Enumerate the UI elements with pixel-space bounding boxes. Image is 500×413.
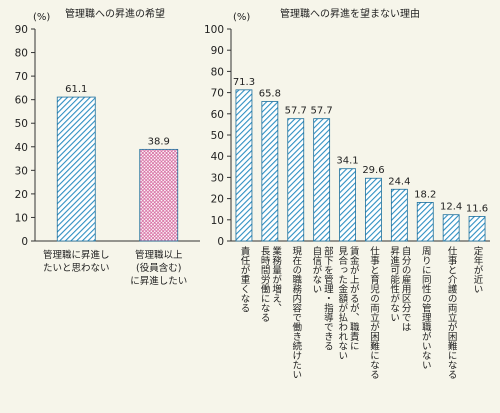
x-category-label: たいと思わない (43, 263, 110, 274)
y-tick-label: 0 (21, 236, 28, 248)
bar-value-label: 34.1 (336, 156, 358, 167)
bar (339, 168, 356, 242)
bar (468, 216, 486, 242)
y-tick-label: 90 (15, 24, 28, 36)
x-category-label: 自分の雇用区分では (400, 245, 412, 331)
y-tick-label: 50 (211, 130, 224, 142)
bar (235, 89, 253, 242)
y-tick-label: 60 (15, 95, 28, 107)
chart-1: 管理職への昇進の希望 (%) 0 10 20 30 40 50 60 70 80 90 61.1 管理職に… (15, 7, 200, 287)
x-category-label: 管理職に昇進し (43, 249, 110, 261)
y-tick-label: 80 (211, 66, 224, 78)
bar-value-label: 65.8 (259, 89, 281, 100)
x-category-label: に昇進したい (130, 275, 187, 287)
bar (390, 188, 408, 242)
x-category-label: 周りに同性の管理職がいない (420, 246, 432, 370)
y-tick-label: 40 (211, 151, 224, 163)
y-tick-label: 80 (15, 48, 28, 60)
bar (287, 118, 305, 242)
bar-value-label: 12.4 (440, 202, 462, 213)
bar-value-label: 61.1 (65, 84, 87, 95)
y-tick-label: 20 (211, 194, 224, 206)
x-category-label: 見合った金額が払われない (336, 246, 348, 360)
y-unit-label: (%) (233, 12, 250, 23)
y-tick-label: 40 (15, 142, 28, 154)
y-tick-label: 10 (211, 215, 224, 227)
y-tick-label: 90 (211, 45, 224, 57)
x-category-label: 責任が重くなる (238, 245, 250, 312)
bar (313, 118, 331, 242)
x-category-label: 部下を管理・指導できる (322, 245, 334, 350)
x-category-label: 自信がない (310, 245, 322, 293)
y-tick-label: 30 (211, 172, 224, 184)
y-tick-label: 20 (15, 189, 28, 201)
x-category-label: 現在の職務内容で働き続けたい (290, 246, 302, 379)
chart-2: 管理職への昇進を望まない理由 (%) 0 10 20 30 40 50 60 70 80 90 100 7… (204, 7, 490, 379)
y-tick-label: 70 (15, 71, 28, 83)
y-tick-label: 10 (15, 212, 28, 224)
x-category-label: 昇進可能性がない (388, 246, 400, 322)
y-tick-label: 50 (15, 118, 28, 130)
x-category-label: 仕事と介護の両立が困難になる (446, 245, 458, 379)
y-tick-label: 60 (211, 109, 224, 121)
bar-value-label: 38.9 (148, 136, 170, 147)
bar-value-label: 29.6 (362, 165, 384, 176)
bar-value-label: 18.2 (414, 189, 436, 200)
bar-value-label: 11.6 (466, 203, 488, 214)
bar (365, 177, 382, 242)
bar (442, 214, 460, 242)
y-tick-label: 0 (217, 236, 224, 248)
bar-value-label: 57.7 (311, 106, 333, 117)
chart-title: 管理職への昇進を望まない理由 (280, 7, 420, 20)
x-category-label: 業務量が増え、 (270, 245, 282, 312)
bar (139, 148, 179, 242)
bar (56, 96, 96, 242)
x-category-label: (役員含む) (136, 262, 181, 274)
y-tick-label: 70 (211, 88, 224, 100)
bar (261, 101, 279, 242)
x-category-label: 仕事と育児の両立が困難になる (368, 245, 380, 379)
chart-title: 管理職への昇進の希望 (65, 7, 165, 20)
bar-value-label: 57.7 (285, 106, 307, 117)
x-category-label: 長時間労働になる (259, 246, 271, 322)
bar-value-label: 71.3 (233, 77, 255, 88)
bar-value-label: 24.4 (388, 176, 410, 187)
x-category-label: 管理職以上 (135, 249, 183, 261)
bar (416, 202, 434, 242)
y-unit-label: (%) (33, 12, 50, 23)
x-category-label: 定年が近い (472, 245, 484, 293)
y-tick-label: 100 (204, 24, 224, 36)
y-tick-label: 30 (15, 165, 28, 177)
x-category-label: 賃金が上がるが、職責に (348, 245, 360, 350)
